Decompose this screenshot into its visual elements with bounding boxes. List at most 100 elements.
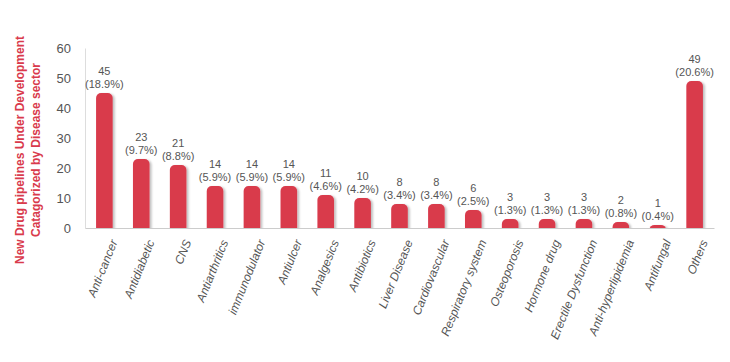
data-label: (5.9%) bbox=[273, 171, 305, 183]
y-tick: 10 bbox=[57, 191, 85, 206]
bar bbox=[96, 93, 113, 228]
bar bbox=[281, 186, 298, 228]
y-tick-label: 50 bbox=[57, 71, 71, 86]
x-tick-label: Respiratory system bbox=[438, 238, 489, 338]
x-tick: immunodulator bbox=[225, 228, 268, 317]
x-tick: Osteoporosis bbox=[487, 228, 526, 308]
y-tick: 0 bbox=[64, 221, 85, 236]
data-label: (8.8%) bbox=[162, 150, 194, 162]
data-label: 21 bbox=[172, 137, 184, 149]
bars bbox=[96, 81, 703, 228]
x-tick: Antiulcer bbox=[274, 228, 305, 287]
y-tick: 30 bbox=[57, 131, 85, 146]
data-label: (1.3%) bbox=[531, 204, 563, 216]
x-tick: Antifungal bbox=[641, 228, 674, 293]
data-label: 8 bbox=[433, 176, 439, 188]
x-tick-label: Antifungal bbox=[641, 237, 674, 293]
x-tick-label: CNS bbox=[172, 238, 194, 267]
data-label: (9.7%) bbox=[125, 144, 157, 156]
data-label: (3.4%) bbox=[420, 189, 452, 201]
bar bbox=[686, 81, 703, 228]
x-tick-label: Cardiovascular bbox=[410, 237, 453, 317]
data-label: 2 bbox=[618, 194, 624, 206]
bar bbox=[465, 210, 482, 228]
data-label: (0.4%) bbox=[642, 210, 674, 222]
data-label: 8 bbox=[396, 176, 402, 188]
y-tick-label: 10 bbox=[57, 191, 71, 206]
x-tick: Anti-cancer bbox=[85, 228, 121, 300]
x-tick-label: Antidiabetic bbox=[121, 238, 158, 302]
data-label: 3 bbox=[544, 191, 550, 203]
y-axis-title-line: New Drug pipelines Under Development bbox=[13, 36, 27, 264]
x-tick: Analgesics bbox=[307, 228, 342, 298]
x-axis: Anti-cancerAntidiabetic CNSAntiarthritics… bbox=[85, 228, 715, 341]
chart: 0102030405060Anti-cancerAntidiabeticCNSA… bbox=[0, 0, 730, 362]
x-tick: Others bbox=[684, 228, 710, 276]
data-label: (3.4%) bbox=[383, 189, 415, 201]
data-label: (20.6%) bbox=[675, 66, 714, 78]
y-axis: 0 10 20 30 40 50 60 bbox=[57, 41, 86, 236]
bar bbox=[502, 219, 519, 228]
x-tick-label: Analgesics bbox=[307, 238, 342, 298]
y-tick: 50 bbox=[57, 71, 85, 86]
data-label: 49 bbox=[689, 53, 701, 65]
data-label: 14 bbox=[209, 158, 221, 170]
x-tick-label: Antiarthritics bbox=[193, 238, 231, 305]
x-axis-line bbox=[86, 228, 715, 229]
x-tick-label: Others bbox=[684, 238, 710, 277]
x-tick: Antibiotics bbox=[345, 228, 379, 295]
y-tick: 60 bbox=[57, 41, 85, 56]
x-tick: Hormone drug bbox=[522, 228, 564, 314]
x-tick: Liver Disease bbox=[376, 228, 416, 310]
bar bbox=[391, 204, 408, 228]
data-label: 6 bbox=[470, 182, 476, 194]
x-tick: Cardiovascular bbox=[410, 228, 453, 317]
data-label: 14 bbox=[283, 158, 295, 170]
data-label: 3 bbox=[507, 191, 513, 203]
y-tick: 20 bbox=[57, 161, 85, 176]
data-label: (0.8%) bbox=[605, 207, 637, 219]
y-tick-label: 30 bbox=[57, 131, 71, 146]
data-label: (4.6%) bbox=[310, 180, 342, 192]
x-tick-label: Osteoporosis bbox=[487, 238, 526, 309]
data-label: (1.3%) bbox=[494, 204, 526, 216]
data-label: (5.9%) bbox=[236, 171, 268, 183]
bar bbox=[207, 186, 224, 228]
bar bbox=[613, 222, 630, 228]
bar bbox=[317, 195, 334, 228]
x-tick: Anti-hyperlipidemia bbox=[586, 228, 638, 338]
data-label: 11 bbox=[320, 167, 331, 179]
y-axis-title: New Drug pipelines Under DevelopmentCata… bbox=[13, 36, 43, 264]
data-label: (5.9%) bbox=[199, 171, 231, 183]
bar bbox=[170, 165, 187, 228]
y-axis-line bbox=[85, 49, 86, 229]
bar bbox=[576, 219, 593, 228]
x-tick: Antiarthritics bbox=[193, 228, 231, 305]
y-tick-label: 60 bbox=[57, 41, 71, 56]
bar bbox=[244, 186, 261, 228]
y-tick-label: 20 bbox=[57, 161, 71, 176]
data-label: (18.9%) bbox=[85, 78, 124, 90]
data-label: 1 bbox=[655, 197, 661, 209]
data-label: 10 bbox=[356, 170, 368, 182]
x-tick-label: Antibiotics bbox=[345, 238, 379, 295]
data-labels: 45(18.9%)23(9.7%)21(8.8%)14(5.9%)14(5.9%… bbox=[85, 53, 714, 222]
data-label: (1.3%) bbox=[568, 204, 600, 216]
x-tick: Respiratory system bbox=[438, 228, 489, 338]
x-tick-label: Hormone drug bbox=[522, 237, 564, 314]
y-tick-label: 40 bbox=[57, 101, 71, 116]
x-tick-label: Liver Disease bbox=[376, 237, 416, 310]
bar bbox=[539, 219, 556, 228]
bar bbox=[133, 159, 150, 228]
data-label: 14 bbox=[246, 158, 258, 170]
data-label: 45 bbox=[98, 65, 110, 77]
x-tick-label: Anti-cancer bbox=[85, 237, 121, 300]
data-label: (4.2%) bbox=[346, 183, 378, 195]
x-tick: CNS bbox=[172, 228, 194, 266]
x-tick-label: immunodulator bbox=[225, 237, 268, 317]
y-tick: 40 bbox=[57, 101, 85, 116]
bar bbox=[428, 204, 445, 228]
data-label: 3 bbox=[581, 191, 587, 203]
y-tick-label: 0 bbox=[64, 221, 71, 236]
bar bbox=[649, 225, 666, 228]
